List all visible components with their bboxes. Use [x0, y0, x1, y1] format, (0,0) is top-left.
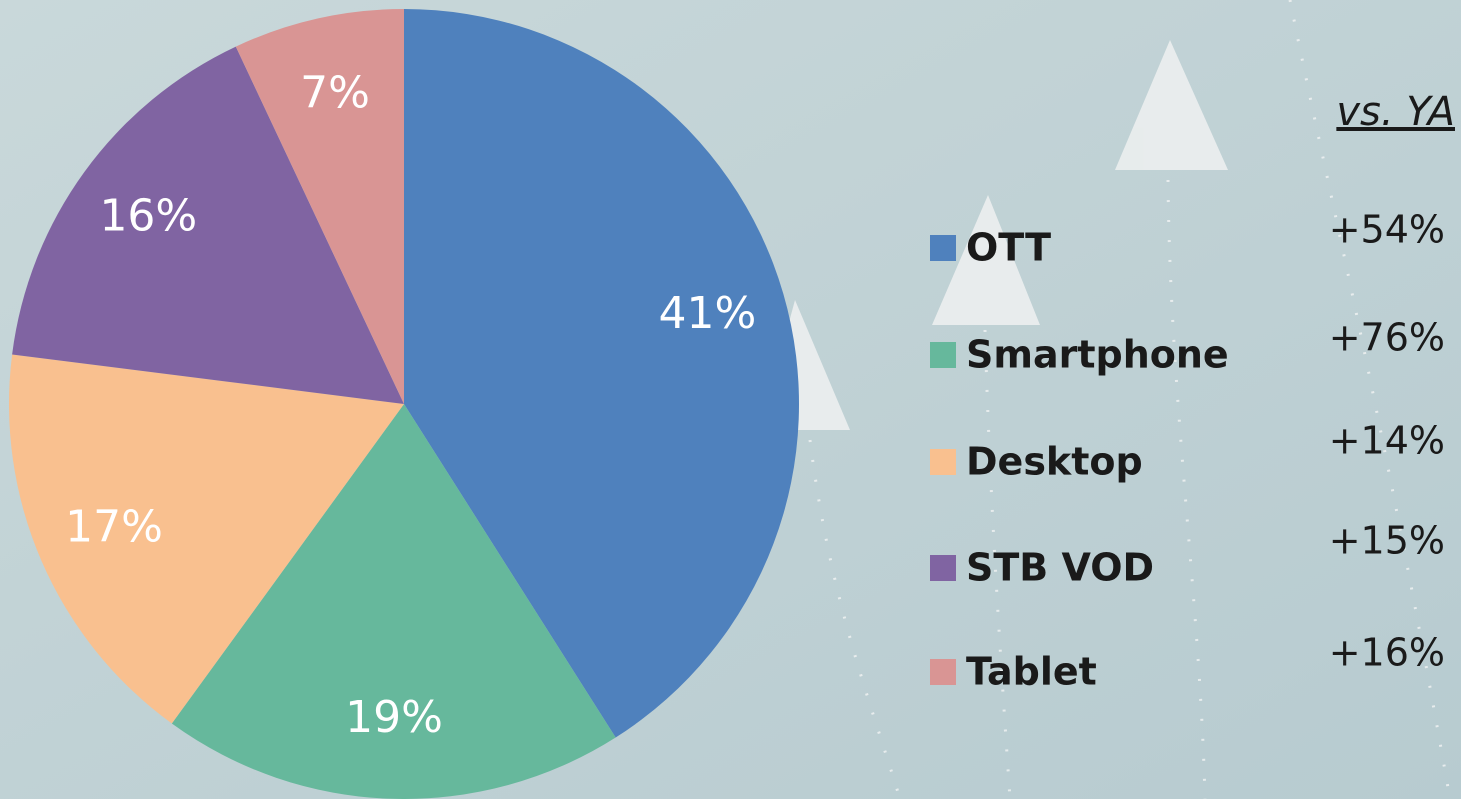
legend-swatch: [930, 342, 956, 368]
legend-swatch: [930, 659, 956, 685]
comparison-title: vs. YA: [1336, 89, 1455, 135]
legend-label: OTT: [966, 226, 1051, 270]
comparison-label: +14%: [1329, 419, 1445, 463]
chart: vs. YA 41% 19% 17% 16% 7% OTT +54% Smartphone +7…: [0, 0, 1461, 799]
data-label: 41%: [659, 288, 757, 339]
legend-label: STB VOD: [966, 546, 1154, 590]
data-label: 16%: [99, 190, 197, 241]
comparison-label: +54%: [1329, 208, 1445, 252]
legend-label: Tablet: [966, 650, 1097, 694]
legend-swatch: [930, 235, 956, 261]
legend-label: Smartphone: [966, 333, 1229, 377]
legend-swatch: [930, 449, 956, 475]
legend-label: Desktop: [966, 440, 1143, 484]
comparison-label: +15%: [1329, 519, 1445, 563]
comparison-label: +76%: [1329, 316, 1445, 360]
legend-swatch: [930, 555, 956, 581]
data-label: 17%: [65, 501, 163, 552]
data-label: 19%: [345, 692, 443, 743]
data-label: 7%: [300, 68, 370, 119]
comparison-label: +16%: [1329, 631, 1445, 675]
